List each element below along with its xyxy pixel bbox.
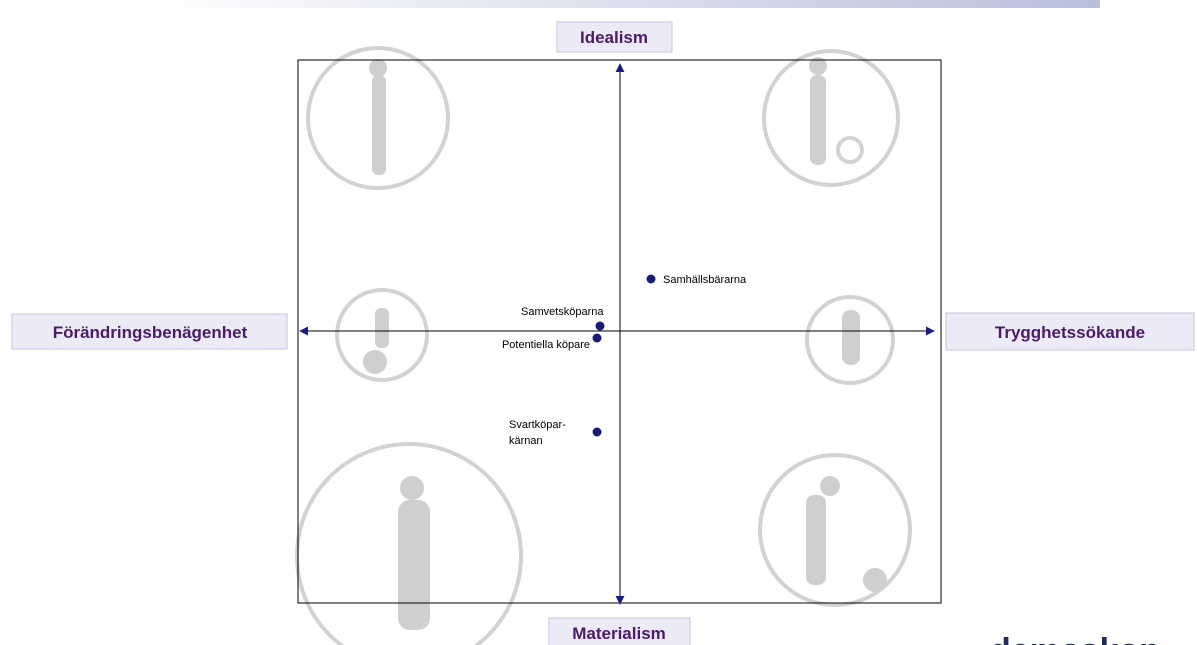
axis-label: Förändringsbenägenhet	[53, 323, 248, 342]
axis-label: Trygghetssökande	[995, 323, 1145, 342]
point	[646, 274, 656, 284]
label-box	[11, 313, 288, 350]
logo: demoskop	[990, 632, 1160, 645]
header-bar	[150, 0, 1100, 8]
point-label: kärnan	[509, 435, 543, 447]
point-label: Potentiella köpare	[502, 339, 590, 351]
point-label: Samvetsköparna	[521, 306, 604, 318]
points: Samhällsbärarna Samvetsköparna Potentiel…	[502, 274, 747, 447]
point-label: Svartköpar-	[509, 419, 566, 431]
label-box	[945, 312, 1195, 351]
point	[595, 321, 605, 331]
label-box	[548, 617, 691, 645]
axis-label: Idealism	[580, 28, 648, 47]
point	[592, 333, 602, 343]
label-box	[556, 21, 673, 53]
silhouettes	[295, 46, 912, 645]
point-label: Samhällsbärarna	[663, 274, 747, 286]
axis-label: Materialism	[572, 624, 666, 643]
point	[592, 427, 602, 437]
